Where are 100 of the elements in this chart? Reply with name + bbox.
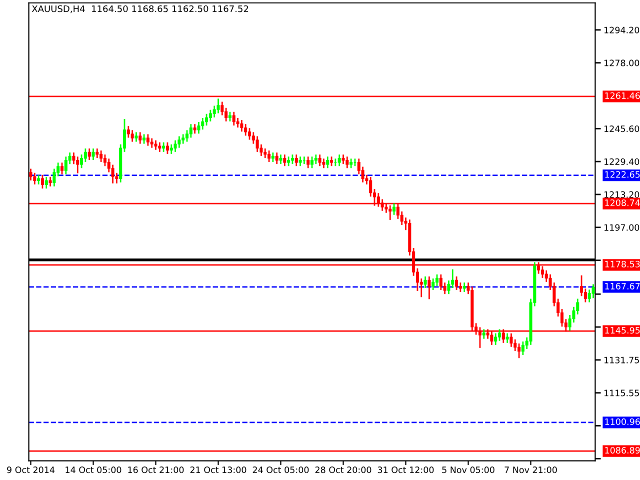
candlestick [216,98,220,114]
candlestick [435,274,439,286]
candlestick [33,172,36,184]
candlestick [236,118,240,128]
candlestick [240,120,244,132]
candlestick [174,140,177,152]
candlestick [498,329,502,341]
candlestick [279,154,282,164]
candlestick [494,333,498,345]
candlestick [37,174,40,184]
candlestick [518,343,521,358]
ref-line-label: 1261.46 [605,92,640,99]
candlestick [462,282,466,292]
candlestick [40,174,44,188]
candlestick [350,158,353,168]
candlestick [338,154,341,166]
candlestick [455,276,458,290]
ref-line-label: 1100.96 [605,418,640,426]
candlestick [138,132,142,144]
candlestick [162,142,166,152]
candlestick [256,136,259,152]
candlestick [306,156,310,168]
candlestick [72,152,76,164]
candlestick [111,164,114,184]
candlestick [29,168,32,180]
x-tick-label: 31 Oct 12:00 [378,466,434,474]
x-tick-label: 21 Oct 13:00 [190,466,246,474]
ref-line-label: 1086.89 [605,446,640,454]
candlestick [439,274,442,290]
candlestick [271,152,274,162]
candlestick [521,341,524,356]
candlestick [201,118,204,130]
x-tick-label: 9 Oct 2014 [7,466,55,474]
candlestick [158,142,162,152]
y-tick-label: 1294.20 [604,26,640,34]
candlestick [208,110,212,122]
candlestick [52,168,56,186]
candlestick [346,156,349,168]
candlestick [166,142,169,154]
candlestick [592,284,595,298]
candlestick [189,124,192,138]
x-tick-label: 24 Oct 05:00 [252,466,309,474]
candlestick [287,156,290,166]
x-tick-label: 16 Oct 21:00 [128,466,184,474]
ref-line-label: 1208.74 [605,199,640,206]
y-tick-label: 1213.20 [604,191,640,198]
y-tick-label: 1278.00 [604,60,640,66]
y-tick-label: 1245.60 [604,125,640,132]
candlestick [424,276,427,288]
candlestick [314,154,318,164]
ref-line-label: 1222.65 [605,171,640,178]
candlestick [76,156,80,174]
candlestick [248,128,252,140]
candlestick [92,148,95,160]
y-tick-label: 1229.40 [604,158,640,165]
candlestick [392,203,396,215]
candlestick [197,122,200,134]
ref-line-label: 1145.95 [605,327,640,334]
candlestick [369,176,372,197]
candlestick [60,162,64,174]
candlestick [88,148,91,160]
candlestick [268,150,271,162]
candlestick [283,154,286,166]
candlestick [182,134,185,144]
candlestick [48,176,52,186]
ref-line-label: 1178.53 [605,260,640,268]
candlestick [100,150,103,162]
candlestick [146,134,150,146]
candlestick [584,288,587,302]
x-tick-label: 14 Oct 05:00 [66,466,122,474]
ref-line-label: 1167.67 [605,282,640,290]
y-tick-label: 1115.55 [604,390,639,396]
candlestick [458,282,462,292]
candlestick [126,126,130,138]
candlestick [298,156,302,166]
candlestick [96,148,99,158]
candlestick [322,158,326,168]
candlestick [193,124,196,134]
candlestick [326,156,330,168]
candlestick [232,112,236,126]
candlestick [275,152,278,164]
candlestick [432,278,435,290]
y-tick-label: 1131.75 [604,356,639,364]
x-tick-label: 28 Oct 20:00 [315,466,372,474]
candlestick [220,102,224,116]
candlestick [244,124,248,136]
x-tick-label: 5 Nov 05:00 [442,466,494,474]
candlestick [310,156,314,168]
candlestick [44,176,48,188]
candlestick [428,276,431,300]
candlestick [130,130,134,142]
candlestick [342,154,345,164]
candlestick [84,148,87,162]
candlestick [64,156,68,174]
candlestick [318,154,322,166]
candlestick [447,280,450,294]
chart-title: XAUUSD,H4 1164.50 1168.65 1162.50 1167.52 [32,5,248,14]
candlestick [170,144,173,154]
candlestick [205,114,208,126]
candlestick [178,136,181,148]
